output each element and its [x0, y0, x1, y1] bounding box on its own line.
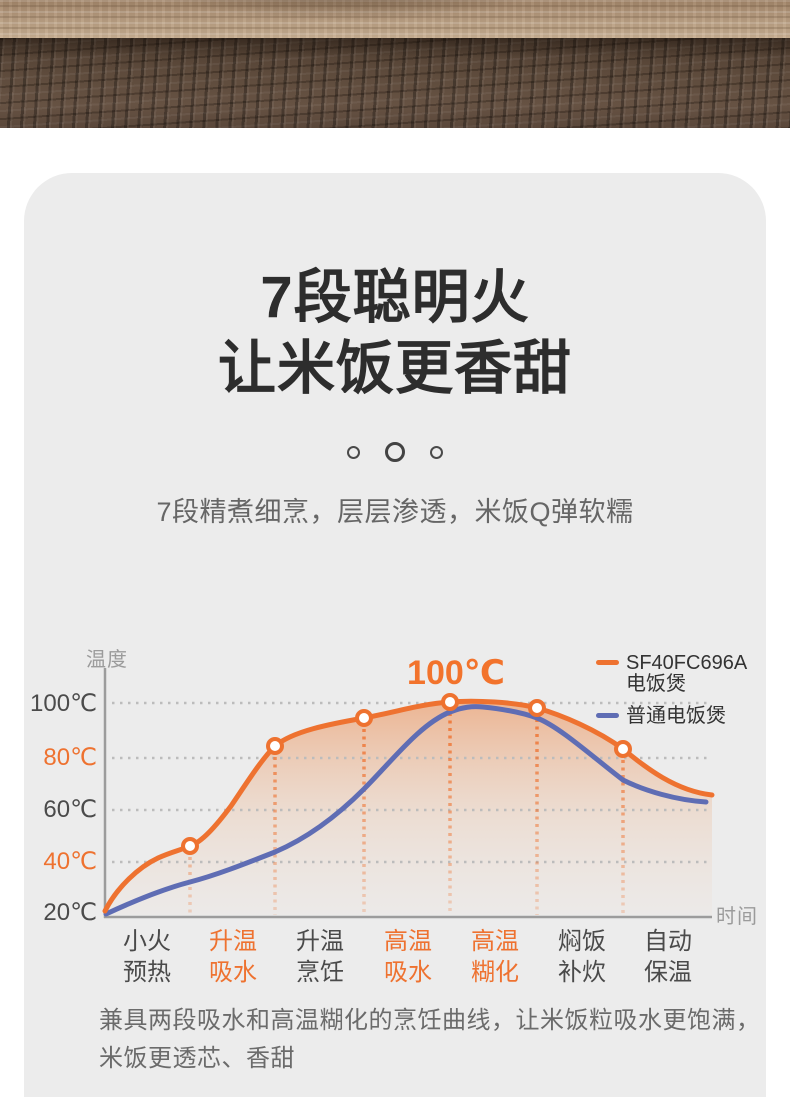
legend-sf40-line1: SF40FC696A: [626, 652, 748, 674]
stage-label-4: 高温 吸水: [384, 928, 432, 986]
x-axis-caption: 时间: [716, 906, 758, 928]
temperature-chart-svg: [102, 668, 715, 919]
wood-tabletop-surface: [0, 0, 790, 38]
legend-swatch-sf40: [596, 660, 619, 665]
dot-small-right: [430, 445, 443, 459]
ytick-60: 60℃: [43, 796, 97, 823]
gridlines-layer: [112, 701, 707, 864]
description-line-2: 米饭更透芯、香甜: [99, 1045, 295, 1072]
curve-marker: [355, 709, 373, 727]
dot-large-center: [385, 442, 405, 462]
stage-label-2: 升温 吸水: [209, 928, 257, 986]
curve-marker: [441, 693, 459, 711]
legend-swatch-normal: [596, 713, 619, 718]
temperature-chart: 温度 时间 100℃ 80℃ 60℃ 40℃ 20℃ 100℃ SF40FC69…: [0, 630, 790, 1000]
normal-cooker-curve: [103, 704, 709, 917]
stage-label-1: 小火 预热: [123, 928, 171, 986]
y-axis-caption: 温度: [86, 649, 128, 671]
curve-marker: [528, 699, 546, 717]
curve-marker: [266, 737, 284, 755]
ytick-80: 80℃: [43, 744, 97, 771]
legend-label-sf40: SF40FC696A 电饭煲: [626, 653, 747, 695]
wood-table-photo: [0, 0, 790, 128]
sf40-cooker-curve: [102, 698, 715, 914]
curve-marker: [181, 837, 199, 855]
ytick-100: 100℃: [30, 690, 97, 717]
title-line-2: 让米饭更香甜: [217, 336, 572, 401]
stage-label-3: 升温 烹饪: [296, 928, 344, 986]
curve-markers-layer: [181, 693, 632, 855]
title-line-1: 7段聪明火: [260, 265, 530, 330]
legend-label-normal: 普通电饭煲: [626, 705, 726, 727]
dots-divider: [24, 439, 766, 465]
stage-label-6: 焖饭 补炊: [558, 928, 606, 986]
feature-card: 7段聪明火 让米饭更香甜 7段精煮细烹，层层渗透，米饭Q弹软糯: [24, 173, 766, 1097]
ytick-20: 20℃: [43, 899, 97, 926]
stage-boundary-dotted-lines: [188, 713, 625, 915]
dot-small-left: [347, 445, 360, 459]
wood-table-edge: [0, 38, 790, 128]
legend-sf40-line2: 电饭煲: [626, 673, 686, 695]
stage-label-7: 自动 保温: [644, 928, 692, 986]
description-line-1: 兼具两段吸水和高温糊化的烹饪曲线，让米饭粒吸水更饱满，: [99, 1007, 761, 1034]
stage-label-5: 高温 糊化: [471, 928, 519, 986]
section-subtitle: 7段精煮细烹，层层渗透，米饭Q弹软糯: [156, 497, 634, 527]
section-title: 7段聪明火 让米饭更香甜: [24, 262, 766, 404]
chart-description: 兼具两段吸水和高温糊化的烹饪曲线，让米饭粒吸水更饱满， 米饭更透芯、香甜: [99, 1002, 761, 1078]
peak-temperature-annotation: 100℃: [407, 654, 505, 692]
curve-marker: [614, 740, 632, 758]
ytick-40: 40℃: [43, 848, 97, 875]
